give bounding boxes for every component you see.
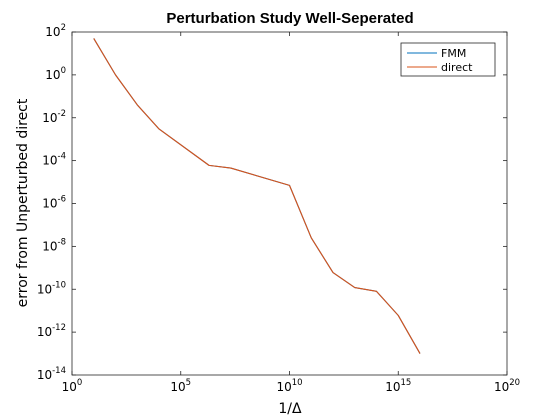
x-tick-exponent: 20 (509, 378, 520, 388)
y-tick-base: 10 (42, 197, 57, 211)
x-tick-label: 100 (62, 378, 83, 394)
series-lines (93, 38, 421, 354)
y-tick-label: 10-4 (42, 152, 66, 168)
y-tick-exponent: -12 (52, 323, 66, 333)
legend-label-direct: direct (441, 61, 473, 74)
x-tick-label: 1015 (385, 378, 411, 394)
y-tick-exponent: 0 (61, 66, 66, 76)
series-line-direct (93, 38, 421, 354)
x-tick-exponent: 0 (77, 378, 82, 388)
y-tick-label: 10-14 (37, 366, 66, 382)
y-tick-exponent: -2 (58, 109, 66, 119)
x-tick-exponent: 5 (186, 378, 191, 388)
legend-label-fmm: FMM (441, 47, 466, 60)
y-tick-exponent: -8 (58, 237, 66, 247)
y-tick-exponent: -10 (52, 280, 66, 290)
y-tick-base: 10 (37, 282, 52, 296)
chart-title: Perturbation Study Well-Seperated (166, 10, 413, 27)
y-tick-base: 10 (37, 368, 52, 382)
x-tick-base: 10 (385, 380, 400, 394)
y-tick-label: 10-10 (37, 280, 66, 296)
y-tick-base: 10 (42, 111, 57, 125)
y-tick-label: 102 (45, 23, 66, 39)
plot-area (71, 31, 508, 376)
axis-ticks: 100 105 1010 1015 102010210010-210-410-610-8… (37, 23, 520, 394)
x-axis-label: 1/Δ (278, 401, 302, 417)
x-tick-base: 10 (62, 380, 77, 394)
x-tick-exponent: 10 (292, 378, 303, 388)
y-tick-base: 10 (42, 154, 57, 168)
y-tick-exponent: -4 (58, 152, 66, 162)
y-tick-base: 10 (37, 325, 52, 339)
y-tick-exponent: 2 (61, 23, 66, 33)
y-tick-label: 10-2 (42, 109, 66, 125)
y-tick-label: 10-6 (42, 195, 66, 211)
y-tick-base: 10 (42, 239, 57, 253)
x-tick-exponent: 15 (400, 378, 411, 388)
y-tick-base: 10 (45, 68, 60, 82)
y-axis-label: error from Unperturbed direct (15, 98, 31, 307)
y-tick-exponent: -6 (58, 195, 66, 205)
x-tick-label: 1010 (276, 378, 302, 394)
legend-box (400, 42, 496, 77)
y-tick-base: 10 (45, 25, 60, 39)
y-tick-label: 10-8 (42, 237, 66, 253)
x-tick-base: 10 (494, 380, 509, 394)
x-tick-base: 10 (276, 380, 291, 394)
y-tick-label: 10-12 (37, 323, 66, 339)
x-tick-base: 10 (170, 380, 185, 394)
y-tick-exponent: -14 (52, 366, 66, 376)
y-tick-label: 100 (45, 66, 66, 82)
x-tick-label: 105 (170, 378, 191, 394)
x-tick-label: 1020 (494, 378, 520, 394)
